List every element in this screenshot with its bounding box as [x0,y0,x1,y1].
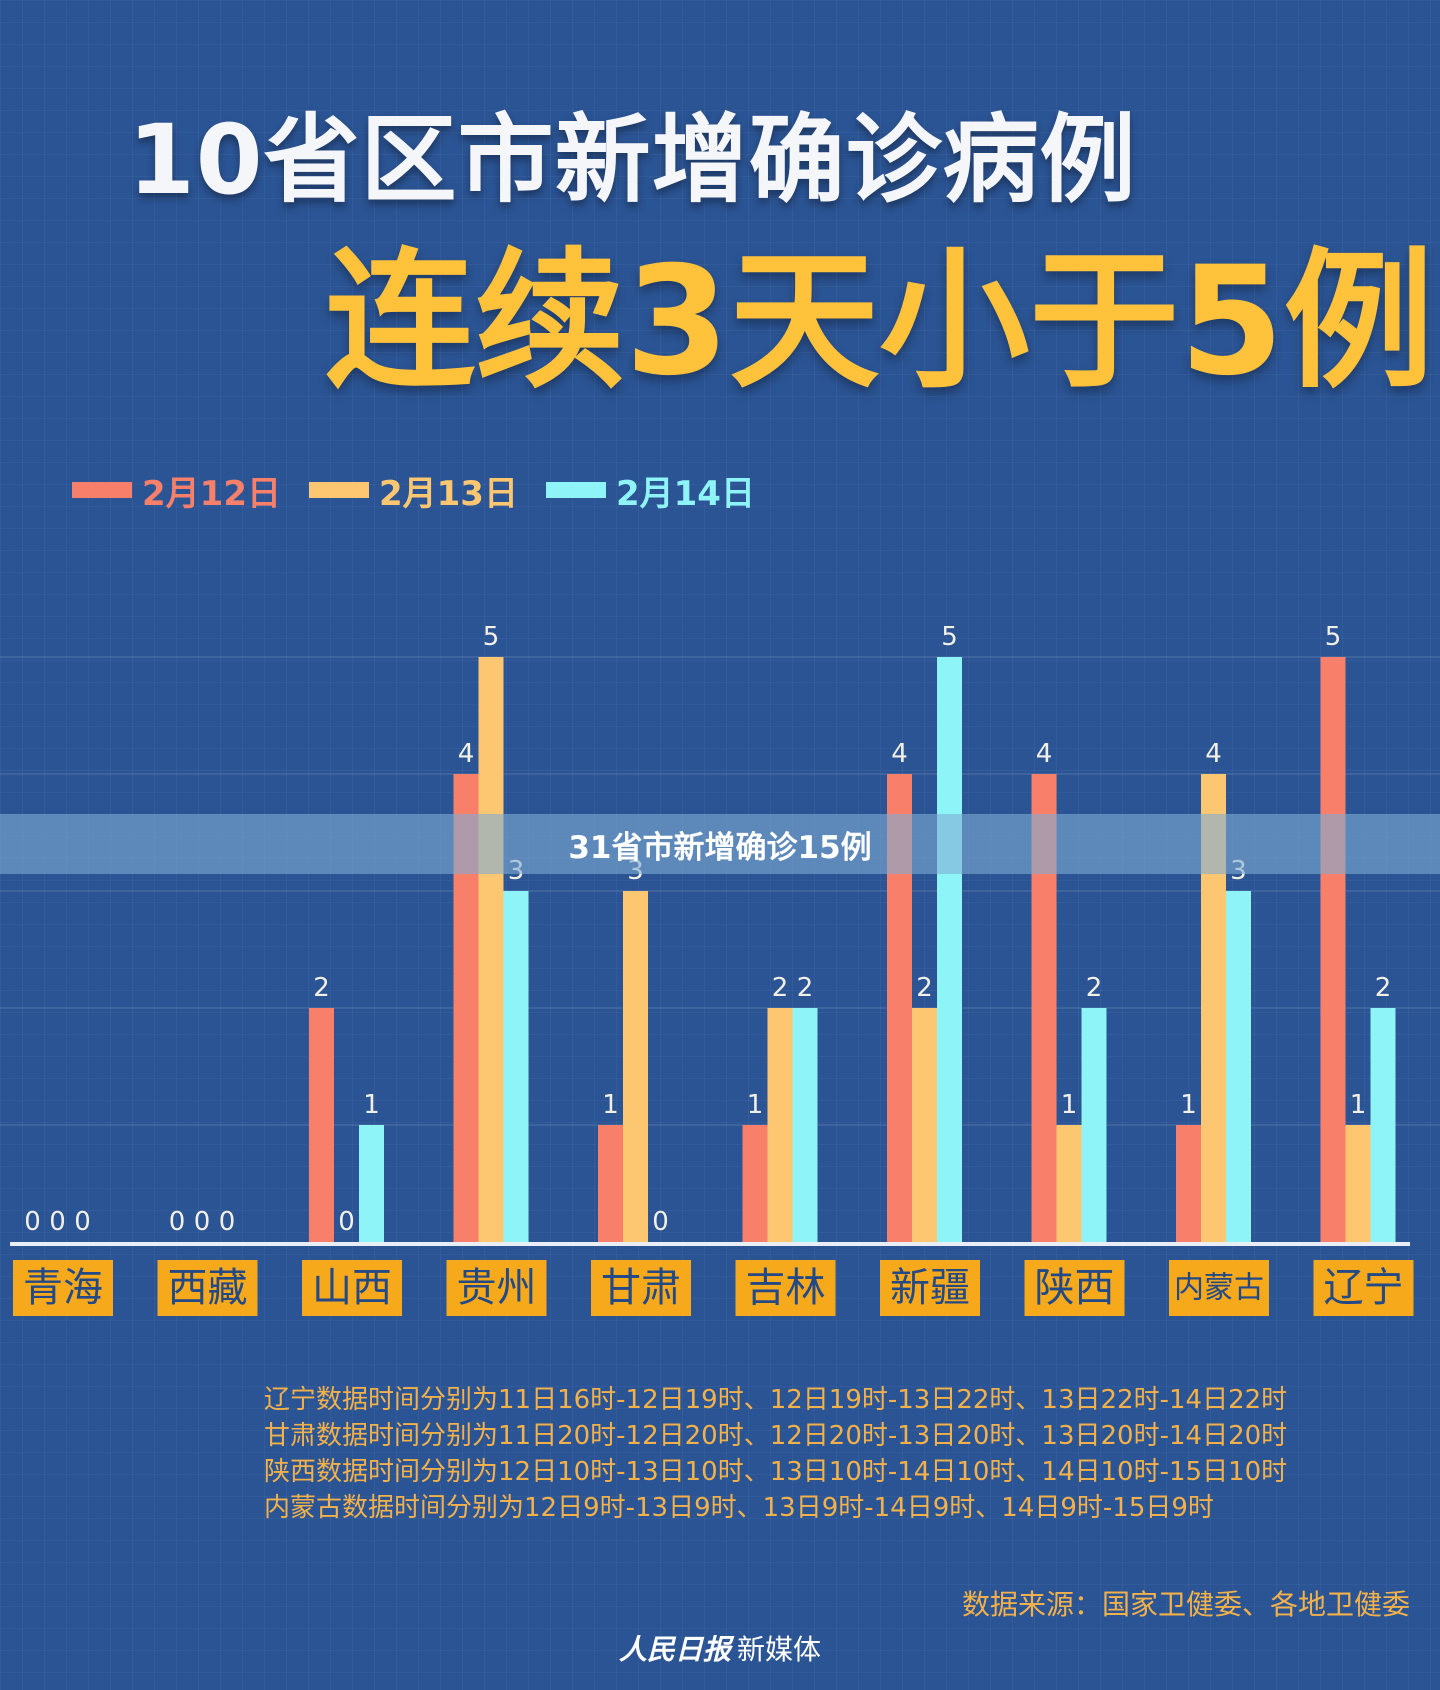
data-label: 0 [74,1207,91,1237]
category-label-box [880,1260,980,1316]
data-label: 4 [1205,739,1222,769]
data-label: 2 [772,973,789,1003]
page-subtitle: 连续3天小于5例 [325,235,1434,409]
category-label-box [1024,1260,1125,1316]
category-label: 山西 [312,1265,392,1311]
category-label: 甘肃 [601,1265,681,1311]
data-label: 4 [1036,739,1053,769]
note-line: 辽宁数据时间分别为11日16时-12日19时、12日19时-13日22时、13日… [264,1385,1288,1415]
category-label-box [735,1260,836,1316]
data-label: 5 [483,622,500,652]
bar [1056,1125,1082,1242]
publisher-logo: 人民日报 [618,1633,731,1666]
bar [1226,891,1251,1242]
legend-item-0: 2月12日 [72,466,281,515]
data-label: 0 [338,1207,355,1237]
bar [1176,1125,1201,1242]
data-label: 2 [1375,973,1392,1003]
data-label: 1 [1180,1090,1197,1120]
bar [478,657,504,1242]
bar [598,1125,623,1242]
data-label: 2 [916,973,933,1003]
category-label-box [157,1260,258,1316]
bar [937,657,962,1242]
data-label: 2 [797,973,814,1003]
legend-item-2: 2月14日 [545,466,755,515]
note-line: 内蒙古数据时间分别为12日9时-13日9时、13日9时-14日9时、14日9时-… [264,1493,1214,1523]
bar [309,1008,334,1242]
category-label: 青海 [23,1265,103,1311]
category-label-box [1313,1260,1414,1316]
bar [767,1008,793,1242]
bar [1370,1008,1396,1242]
bar [1345,1125,1371,1242]
category-label: 吉林 [746,1265,826,1311]
category-label: 贵州 [457,1265,537,1311]
data-label: 1 [602,1090,619,1120]
bar [359,1125,384,1242]
footer-text: 新媒体 [737,1633,822,1666]
category-label: 内蒙古 [1174,1271,1264,1306]
headline-banner: 31省市新增确诊15例 [0,814,1440,874]
data-label: 0 [49,1207,66,1237]
x-axis-baseline [10,1242,1410,1246]
category-label: 西藏 [168,1265,248,1311]
legend: 2月12日 2月13日 2月14日 [72,466,783,515]
data-label: 5 [1325,622,1342,652]
banner-text: 31省市新增确诊15例 [568,829,872,866]
legend-item-1: 2月13日 [308,466,518,515]
category-label-box [13,1260,113,1316]
data-label: 0 [194,1207,211,1237]
category-label-box [1169,1260,1269,1316]
legend-label-1: 2月13日 [378,473,518,514]
data-label: 0 [652,1207,669,1237]
data-label: 2 [313,973,330,1003]
legend-label-0: 2月12日 [142,473,281,514]
category-label: 辽宁 [1324,1265,1404,1311]
data-label: 0 [24,1207,41,1237]
category-label: 陕西 [1035,1265,1115,1311]
bar [792,1008,818,1242]
bar-chart: 000青海000西藏201山西453贵州130甘肃122吉林425新疆412陕西… [0,622,1440,1316]
data-notes: 辽宁数据时间分别为11日16时-12日19时、12日19时-13日22时、13日… [264,1382,1414,1526]
data-label: 0 [219,1207,236,1237]
footer: 人民日报 新媒体 [0,1628,1440,1668]
data-label: 4 [891,739,908,769]
category-label-box [591,1260,691,1316]
category-label-box [302,1260,402,1316]
data-source: 数据来源：国家卫健委、各地卫健委 [961,1588,1410,1621]
note-line: 陕西数据时间分别为12日10时-13日10时、13日10时-14日10时、14日… [264,1457,1288,1487]
legend-swatch-1 [308,482,369,498]
data-label: 1 [747,1090,764,1120]
bar [1081,1008,1107,1242]
data-label: 1 [1350,1090,1367,1120]
bar [1320,657,1346,1242]
category-label: 新疆 [890,1265,970,1311]
bar [912,1008,937,1242]
legend-swatch-0 [72,482,132,498]
data-label: 1 [363,1090,380,1120]
data-label: 4 [458,739,475,769]
note-line: 甘肃数据时间分别为11日20时-12日20时、12日20时-13日20时、13日… [264,1421,1288,1451]
data-label: 1 [1061,1090,1078,1120]
data-label: 5 [941,622,958,652]
data-label: 0 [169,1207,186,1237]
bar [742,1125,768,1242]
category-label-box [446,1260,547,1316]
legend-swatch-2 [545,482,606,498]
data-label: 2 [1086,973,1103,1003]
bar [503,891,529,1242]
bar [623,891,648,1242]
page-title: 10省区市新增确诊病例 [128,104,1137,216]
legend-label-2: 2月14日 [615,473,755,514]
